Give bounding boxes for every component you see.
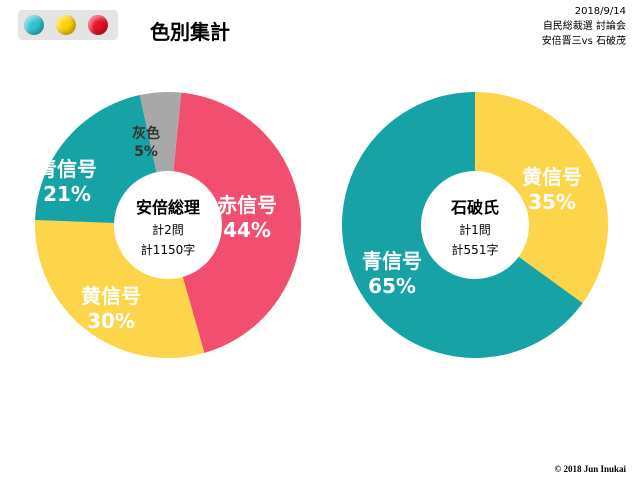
center-title: 石破氏	[450, 198, 499, 217]
slice-label: 灰色	[132, 125, 160, 142]
slice-label: 青信号	[37, 157, 97, 181]
slice-percent-label: 44%	[223, 218, 271, 242]
yellow-lamp-icon	[56, 15, 76, 35]
donut-slice	[34, 220, 205, 358]
slice-label: 青信号	[362, 249, 422, 273]
slice-percent-label: 30%	[87, 309, 135, 333]
blue-lamp-icon	[24, 15, 44, 35]
center-title: 安倍総理	[136, 198, 200, 217]
donut-slice	[35, 95, 157, 223]
header-date: 2018/9/14	[574, 6, 626, 17]
header-info: 2018/9/14 自民総裁選 討論会 安倍晋三vs 石破茂	[542, 4, 626, 49]
red-lamp-icon	[88, 15, 108, 35]
slice-label: 黄信号	[81, 284, 141, 308]
donut-slice	[342, 92, 583, 358]
center-char-count: 計1150字	[141, 242, 196, 257]
center-question-count: 計2問	[152, 222, 184, 237]
slice-percent-label: 5%	[134, 144, 158, 160]
donut-slice	[173, 92, 301, 353]
donut-slice	[139, 91, 182, 173]
slice-label: 黄信号	[522, 165, 582, 189]
center-question-count: 計1問	[459, 222, 491, 237]
slice-percent-label: 35%	[528, 190, 576, 214]
donut-slice	[475, 92, 608, 304]
traffic-light-banner	[18, 10, 118, 40]
header-event: 自民総裁選 討論会	[542, 21, 626, 32]
slice-label: 赤信号	[217, 193, 277, 217]
slice-percent-label: 65%	[368, 274, 416, 298]
page-title: 色別集計	[150, 20, 230, 44]
slice-percent-label: 21%	[43, 182, 91, 206]
header-matchup: 安倍晋三vs 石破茂	[541, 36, 626, 47]
center-char-count: 計551字	[452, 242, 499, 257]
copyright: © 2018 Jun Inukai	[554, 464, 626, 474]
